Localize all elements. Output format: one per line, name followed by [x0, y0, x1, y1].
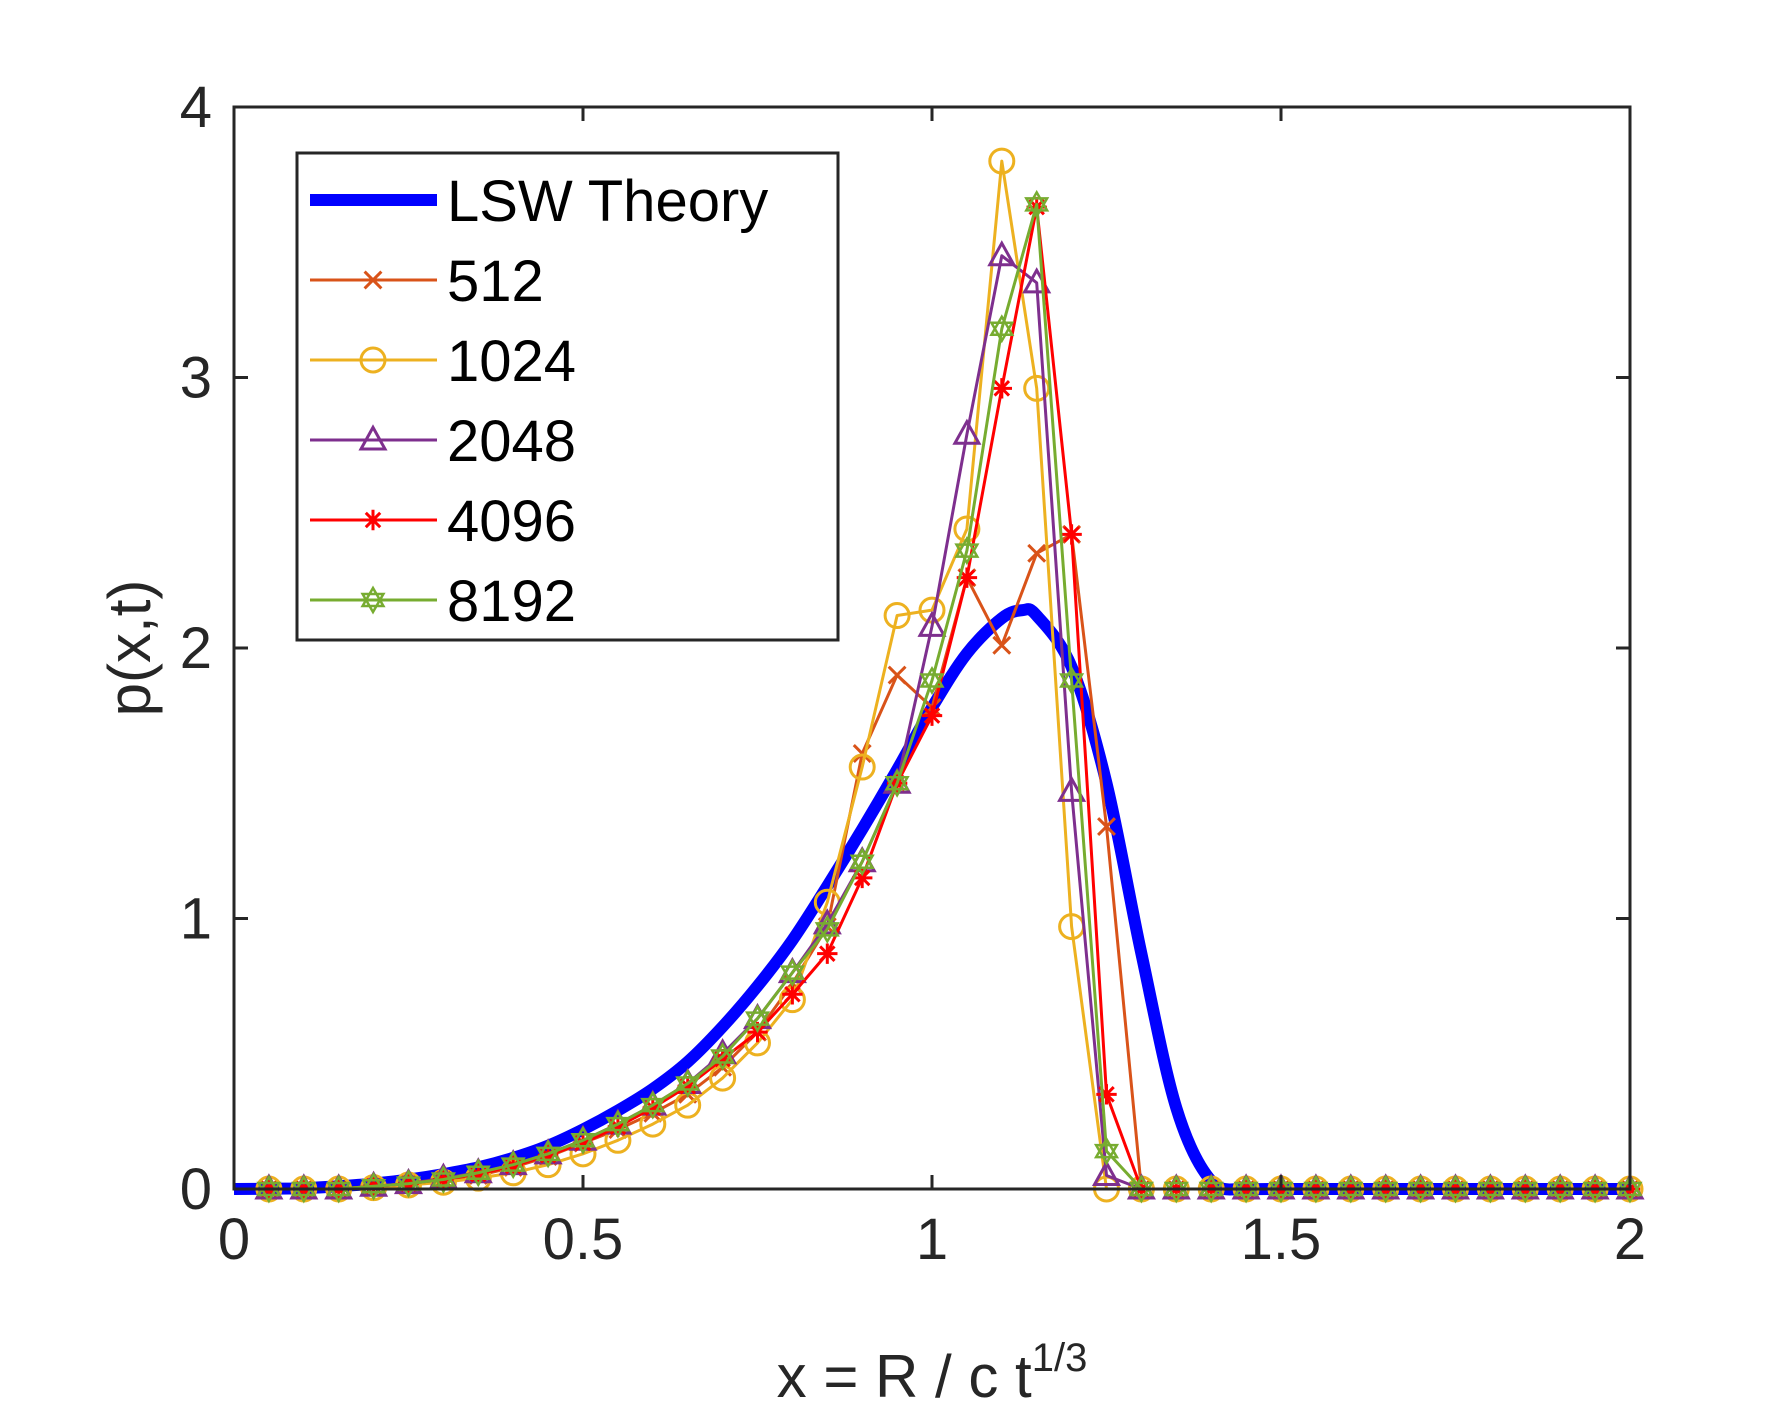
legend-label: 512 — [447, 249, 544, 314]
data-point-8192 — [1233, 1174, 1259, 1204]
data-point-2048 — [1057, 775, 1087, 802]
data-point-8192 — [1547, 1174, 1573, 1204]
data-point-8192 — [1198, 1174, 1224, 1204]
data-point-512 — [992, 635, 1012, 655]
data-point-8192 — [954, 536, 980, 566]
data-point-4096 — [1061, 524, 1082, 545]
data-point-4096 — [852, 867, 873, 889]
y-tick-label: 1 — [180, 887, 212, 952]
data-point-8192 — [256, 1174, 282, 1204]
data-point-8192 — [744, 1004, 771, 1034]
legend-marker — [358, 424, 388, 451]
legend-box — [295, 151, 840, 642]
legend-marker — [360, 585, 386, 615]
data-point-1024 — [848, 753, 876, 781]
data-point-8192 — [1024, 189, 1050, 219]
data-point-2048 — [917, 610, 947, 637]
data-point-8192 — [1512, 1174, 1538, 1204]
data-point-4096 — [921, 705, 943, 726]
data-point-8192 — [640, 1090, 666, 1120]
data-point-8192 — [814, 914, 840, 944]
data-point-8192 — [605, 1109, 631, 1139]
y-tick-label: 3 — [180, 346, 212, 411]
x-tick-label: 2 — [1614, 1207, 1646, 1272]
data-point-8192 — [291, 1174, 317, 1204]
data-point-8192 — [500, 1150, 526, 1180]
data-point-4096 — [1096, 1084, 1117, 1105]
data-point-8192 — [675, 1069, 701, 1099]
data-point-4096 — [712, 1048, 733, 1070]
data-point-8192 — [1477, 1174, 1503, 1204]
legend: LSW Theory 512 1024 2048 4096 8192 — [295, 151, 840, 642]
legend-label: 8192 — [447, 569, 576, 634]
legend-entry-lsw-theory: LSW Theory — [310, 169, 768, 234]
legend-label: 2048 — [447, 409, 576, 474]
data-point-1024 — [883, 602, 911, 630]
legend-label: 4096 — [447, 489, 576, 554]
data-point-8192 — [1163, 1174, 1189, 1204]
x-tick-label: 1.5 — [1241, 1207, 1322, 1272]
data-point-8192 — [884, 768, 910, 798]
ticks-layer — [232, 105, 1632, 1191]
y-tick-label: 0 — [180, 1157, 212, 1222]
data-point-4096 — [607, 1116, 629, 1137]
data-point-8192 — [1303, 1174, 1329, 1204]
data-point-8192 — [989, 314, 1015, 344]
legend-label: 1024 — [447, 329, 576, 394]
data-point-8192 — [1582, 1174, 1608, 1204]
data-point-4096 — [817, 943, 838, 964]
legend-marker — [359, 346, 387, 374]
data-point-8192 — [535, 1139, 561, 1169]
data-point-4096 — [991, 378, 1012, 399]
data-point-8192 — [779, 958, 805, 988]
y-axis-label: p(x,t) — [96, 580, 163, 717]
data-point-512 — [1027, 543, 1047, 563]
data-point-8192 — [570, 1125, 596, 1155]
data-point-4096 — [642, 1097, 663, 1119]
data-point-4096 — [782, 984, 803, 1005]
legend-entry-512: 512 — [310, 249, 544, 314]
legend-entry-1024: 1024 — [310, 329, 576, 394]
x-axis-label: x = R / c t1/3 — [777, 1336, 1088, 1406]
legend-marker — [362, 509, 384, 531]
data-point-512 — [1097, 817, 1116, 836]
data-point-2048 — [1091, 1159, 1122, 1186]
y-tick-label: 2 — [180, 616, 212, 681]
data-point-1024 — [988, 147, 1016, 175]
legend-entry-4096: 4096 — [310, 489, 576, 554]
legend-marker — [363, 270, 383, 290]
data-point-4096 — [572, 1132, 594, 1154]
data-point-8192 — [1338, 1174, 1364, 1204]
x-tick-label: 1 — [916, 1207, 948, 1272]
legend-label: LSW Theory — [447, 169, 768, 234]
x-tick-label: 0.5 — [543, 1207, 624, 1272]
data-point-8192 — [465, 1158, 491, 1188]
legend-items: LSW Theory 512 1024 2048 4096 8192 — [310, 169, 768, 634]
data-point-8192 — [1442, 1174, 1469, 1204]
data-point-8192 — [849, 847, 875, 877]
data-point-8192 — [430, 1165, 456, 1195]
data-point-512 — [887, 665, 907, 685]
legend-entry-8192: 8192 — [310, 569, 576, 634]
data-point-8192 — [1408, 1174, 1434, 1204]
x-tick-label: 0 — [218, 1207, 250, 1272]
tick-labels: 0 0.5 1 1.5 2 0 1 2 3 4 — [180, 75, 1646, 1272]
data-point-8192 — [1093, 1136, 1120, 1166]
data-point-8192 — [1373, 1174, 1399, 1204]
data-point-2048 — [952, 418, 982, 445]
data-point-8192 — [710, 1041, 736, 1071]
data-point-8192 — [919, 665, 945, 695]
legend-entry-2048: 2048 — [310, 409, 576, 474]
data-point-8192 — [326, 1174, 352, 1204]
data-point-4096 — [677, 1076, 698, 1097]
data-point-8192 — [1059, 665, 1085, 695]
data-point-2048 — [987, 240, 1017, 267]
data-point-8192 — [1128, 1174, 1154, 1204]
data-point-4096 — [956, 567, 978, 588]
y-tick-label: 4 — [180, 75, 212, 140]
